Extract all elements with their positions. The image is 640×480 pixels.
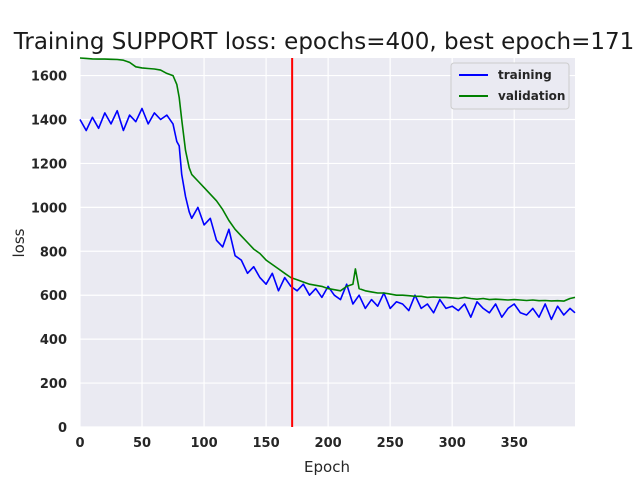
x-tick-label: 250 [377, 436, 404, 451]
x-axis-label: Epoch [304, 458, 350, 476]
x-tick-label: 0 [75, 436, 84, 451]
chart-title: Training SUPPORT loss: epochs=400, best … [13, 29, 635, 55]
y-tick-label: 800 [40, 245, 67, 260]
y-tick-labels: 0 200 400 600 800 1000 1200 1400 1600 [31, 70, 67, 436]
legend-label-training: training [498, 68, 552, 82]
y-tick-label: 200 [40, 377, 67, 392]
legend: training validation [450, 62, 570, 110]
grid-lines [79, 58, 575, 428]
x-tick-label: 50 [133, 436, 151, 451]
x-tick-label: 100 [190, 436, 217, 451]
y-tick-label: 1400 [31, 114, 67, 129]
series-line-validation [79, 57, 576, 302]
series-line-training [79, 107, 576, 321]
x-tick-label: 200 [315, 436, 342, 451]
x-tick-label: 300 [439, 436, 466, 451]
y-tick-label: 600 [40, 289, 67, 304]
series-lines [79, 57, 576, 321]
y-tick-label: 1600 [31, 70, 67, 85]
y-tick-label: 0 [58, 421, 67, 436]
y-axis-label: loss [10, 228, 28, 257]
y-tick-label: 1200 [31, 157, 67, 172]
y-tick-label: 400 [40, 333, 67, 348]
x-tick-labels: 0 50 100 150 200 250 300 350 [75, 436, 527, 451]
legend-label-validation: validation [498, 89, 565, 103]
x-tick-label: 150 [253, 436, 280, 451]
x-tick-label: 350 [501, 436, 528, 451]
y-tick-label: 1000 [31, 201, 67, 216]
